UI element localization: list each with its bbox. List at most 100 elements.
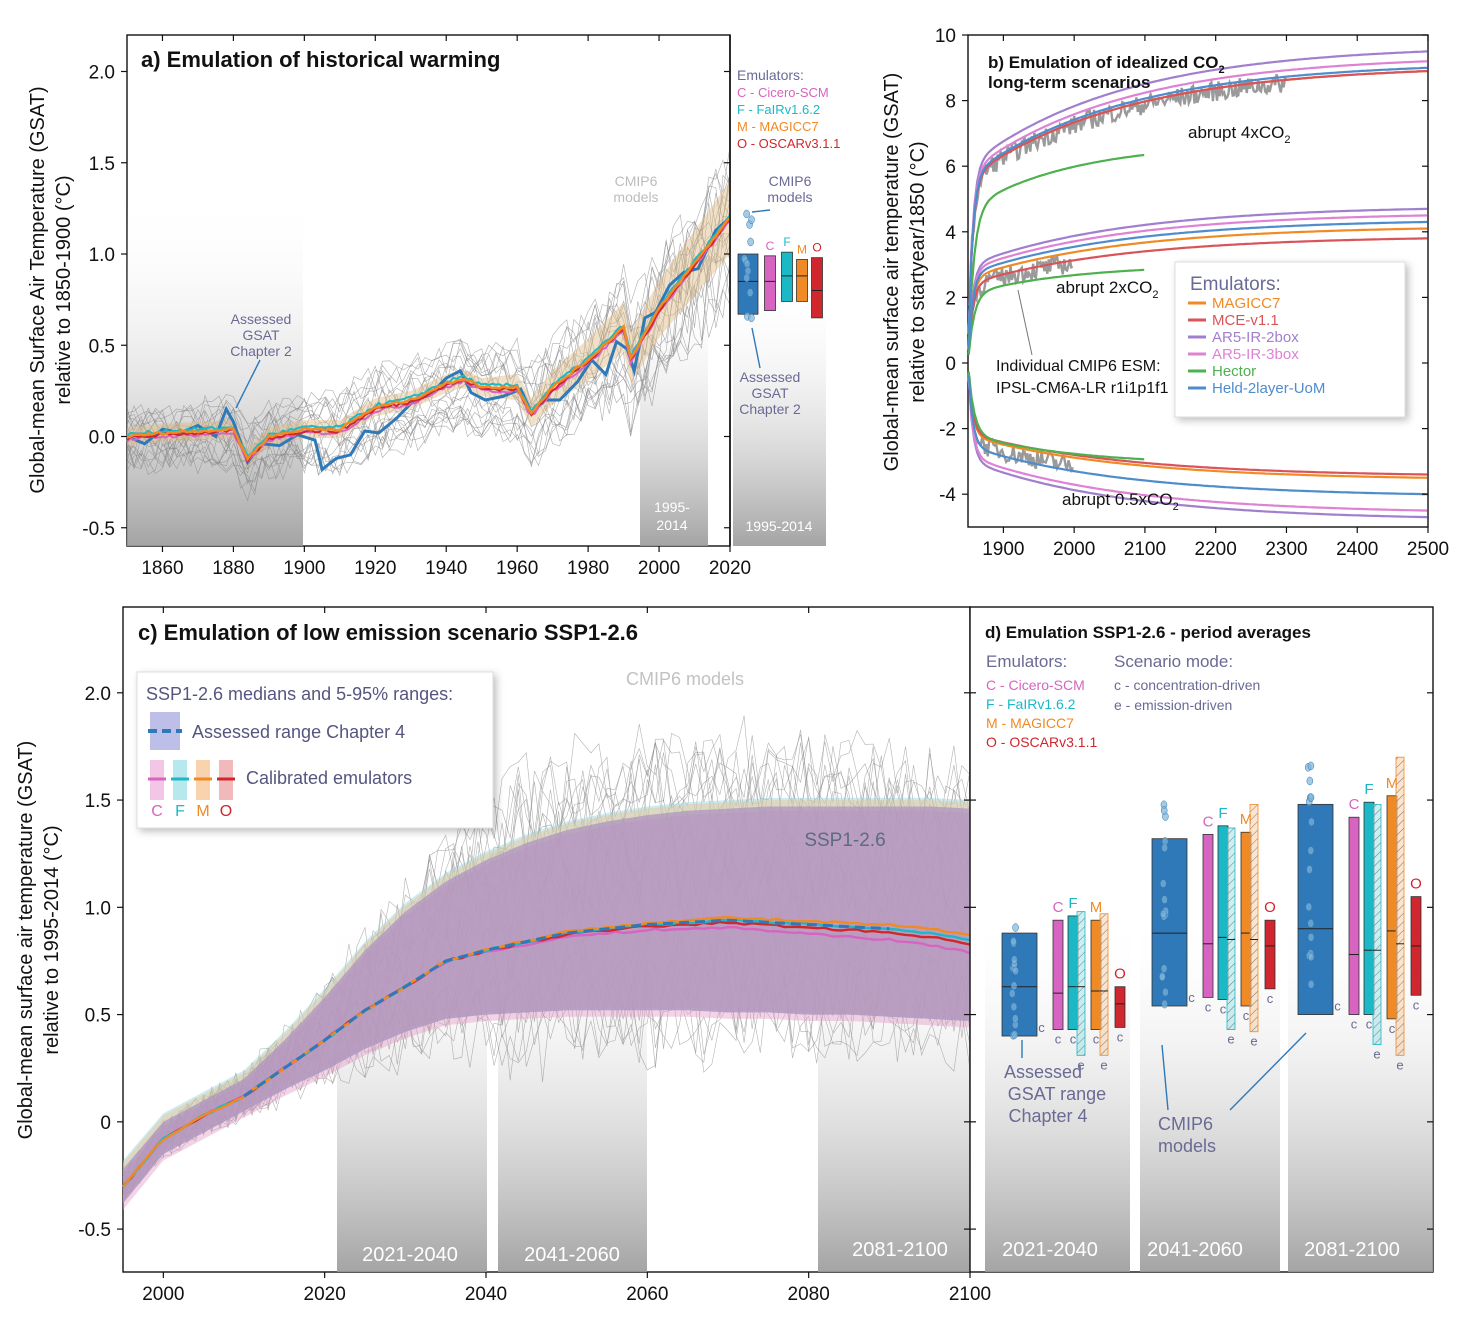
bar-C (1052, 919, 1064, 1030)
cmip6-model-line (122, 978, 971, 1193)
x-tick-label: 1900 (283, 558, 325, 579)
panel-b-ylabel-2: relative to startyear/1850 (°C) (907, 141, 929, 402)
y-tick-label: -4 (939, 485, 956, 506)
cmip6-model-line (126, 244, 731, 496)
x-tick-label: 2000 (142, 1284, 184, 1305)
x-tick-label: 2200 (1195, 539, 1237, 560)
panel-a-emulator-o: O - OSCARv3.1.1 (737, 136, 840, 151)
panel-c-period-1: 2021-2040 (362, 1244, 458, 1266)
panel-c-cmip6-lines (122, 715, 971, 1202)
panel-a-annot-gsat: GSAT (242, 327, 280, 343)
cmip6-dot (1012, 966, 1019, 976)
cmip6-model-line (126, 230, 731, 492)
y-tick-label: 0.5 (89, 336, 115, 357)
cmip6-model-line (126, 159, 731, 452)
cmip6-dot (1307, 793, 1315, 802)
panel-a-shade-1850-1900 (127, 195, 303, 546)
panel-a-axes: 1860 1880 1900 1920 1940 1960 1980 2000 2020 -0.5… (82, 35, 751, 579)
panel-a-emulator-range (127, 181, 730, 468)
cmip6-dot (1162, 987, 1169, 997)
cmip6-dot (1159, 972, 1166, 982)
x-tick-label: 2060 (626, 1284, 668, 1305)
line-MCE-v1.1 (967, 70, 1428, 335)
bar-c (1297, 803, 1334, 1015)
panel-c-axes: 2000 2020 2040 2060 2080 2100 -0.5 0 0.5 1.0 1.5 2.… (78, 607, 991, 1305)
legend-letter: O (220, 803, 232, 820)
cmip6-model-line (122, 923, 971, 1178)
bar-mode: c (1038, 1020, 1045, 1035)
bar-mode: c (1188, 990, 1195, 1005)
bar-label: F (1068, 895, 1077, 912)
legend-item: AR5-IR-2box (1212, 329, 1299, 346)
cmip6-model-line (126, 168, 731, 435)
cmip6-model-line (126, 174, 731, 465)
cmip6-dot (1307, 919, 1315, 928)
panel-d-period-labels: 2021-2040 2041-2060 2081-2100 (1002, 1239, 1400, 1261)
panel-d-emulator-c: C - Cicero-SCM (986, 677, 1085, 693)
legend-letter: F (175, 803, 185, 820)
panel-a-annot-chapter2: Chapter 2 (230, 343, 292, 359)
panel-c-period-3: 2081-2100 (852, 1239, 948, 1261)
x-tick-label: 2020 (709, 558, 751, 579)
cmip6-model-line (122, 734, 971, 1184)
bar-e (1076, 911, 1086, 1056)
y-tick-label: 6 (945, 157, 956, 178)
cmip6-model-line (126, 233, 731, 479)
line-AR5-IR-3box (967, 214, 1428, 349)
x-tick-label: 1960 (496, 558, 538, 579)
bar-mode: c (1334, 999, 1341, 1014)
cmip6-dot (1012, 923, 1019, 932)
panel-a-inset-annot-cmip6: CMIP6 (769, 173, 812, 189)
y-tick-label: 0 (100, 1113, 111, 1134)
range-band (123, 797, 970, 1204)
panel-a-arrow-cmip6 (751, 209, 771, 213)
cmip6-dot (1010, 937, 1017, 946)
bar-mode: c (1070, 1032, 1077, 1047)
bar-label: F (1218, 805, 1227, 822)
panel-d-emulator-f: F - FaIRv1.6.2 (986, 696, 1076, 712)
y-tick-label: 0.5 (85, 1006, 111, 1027)
panel-b-legend-title: Emulators: (1190, 274, 1281, 295)
panel-b-legend-box (1174, 261, 1406, 418)
panel-d-axes (970, 692, 1433, 1230)
cmip6-dot (747, 237, 754, 247)
bar-C (1348, 816, 1360, 1015)
panel-a-title: a) Emulation of historical warming (141, 47, 500, 72)
panel-b-label-4x: abrupt 4xCO2 (1188, 123, 1291, 146)
x-tick-label: 1900 (982, 539, 1024, 560)
panel-b: 1900 2000 2100 2200 2300 2400 2500-4-20246810 … (881, 26, 1449, 560)
y-tick-label: 1.0 (89, 245, 115, 266)
y-tick-label: 2.0 (85, 684, 111, 705)
cmip6-dot (1306, 865, 1313, 874)
panel-c-ranges (123, 797, 970, 1210)
cmip6-model-line (122, 751, 971, 1195)
cmip6-model-line (122, 927, 971, 1185)
bar-label: O (1410, 876, 1422, 893)
bar-F (1067, 915, 1079, 1030)
panel-d-mode-title: Scenario mode: (1114, 652, 1233, 671)
bar-label: M (1240, 811, 1253, 828)
panel-a-period-line2: 2014 (656, 517, 687, 533)
bar-mode: e (1077, 1057, 1084, 1072)
panel-a-emulators-title: Emulators: (737, 67, 804, 83)
cmip6-model-line (122, 966, 971, 1201)
line-MCE-v1.1 (967, 237, 1428, 351)
bar-c (1151, 838, 1188, 1007)
bar-F (1217, 825, 1229, 1000)
y-tick-label: -0.5 (78, 1220, 111, 1241)
y-tick-label: 1.5 (85, 791, 111, 812)
panel-a-inset-annot-assessed: Assessed (740, 369, 801, 385)
panel-d-emulators-title: Emulators: (986, 652, 1067, 671)
panel-c-medians (122, 915, 971, 1188)
panel-d-title: d) Emulation SSP1-2.6 - period averages (985, 623, 1311, 642)
panel-b-title: b) Emulation of idealized CO2 (988, 53, 1225, 76)
cmip6-model-line (122, 742, 971, 1179)
panel-c-period-2: 2041-2060 (524, 1244, 620, 1266)
panel-a-period-bars: C FM O (737, 209, 823, 323)
legend-item: Hector (1212, 363, 1256, 380)
cmip6-dot (1011, 955, 1018, 964)
bar-label: F (783, 235, 790, 249)
bar-label: C (766, 239, 775, 253)
cmip6-model-line (122, 936, 971, 1183)
cmip6-dot (1307, 761, 1315, 771)
